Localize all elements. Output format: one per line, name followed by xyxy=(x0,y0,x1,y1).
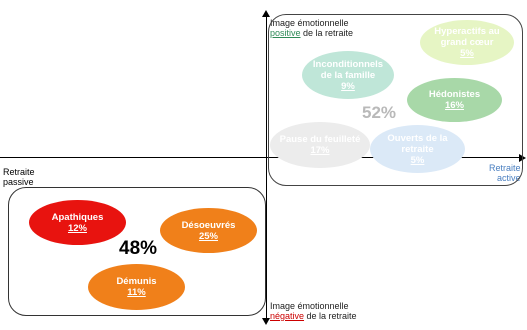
segment-name-line1: Inconditionnels xyxy=(313,59,383,70)
segment-name-line2: de la famille xyxy=(321,70,375,81)
segment-percent: 5% xyxy=(460,48,474,59)
segment-desoeuvres: Désoeuvrés 25% xyxy=(160,208,257,253)
region-top-total: 52% xyxy=(362,103,396,123)
segment-percent: 16% xyxy=(445,100,464,111)
segment-percent: 11% xyxy=(127,287,146,298)
axis-label-left-line2: passive xyxy=(3,177,34,187)
segment-ouverts: Ouverts de la retraite 5% xyxy=(370,125,465,173)
segment-name-line2: retraite xyxy=(401,144,433,155)
segment-name-line1: Apathiques xyxy=(52,212,104,223)
segment-percent: 25% xyxy=(199,231,218,242)
segment-inconditionnels: Inconditionnels de la famille 9% xyxy=(302,51,394,99)
axis-label-bottom-line1: Image émotionnelle xyxy=(270,301,349,311)
segment-percent: 17% xyxy=(310,145,329,156)
axis-label-bottom: Image émotionnelle négative de la retrai… xyxy=(270,301,357,321)
vertical-axis xyxy=(266,14,267,320)
segment-name-line1: Désoeuvrés xyxy=(182,220,236,231)
axis-label-bottom-accent: négative xyxy=(270,311,304,321)
segment-name-line1: Pause du feuilleté xyxy=(280,134,361,145)
segment-name-line1: Hyperactifs au xyxy=(434,26,499,37)
region-bottom-total: 48% xyxy=(119,238,157,260)
segment-percent: 5% xyxy=(411,155,425,166)
axis-label-bottom-rest: de la retraite xyxy=(304,311,357,321)
segment-name-line2: grand cœur xyxy=(441,37,494,48)
segment-percent: 9% xyxy=(341,81,355,92)
segment-pause: Pause du feuilleté 17% xyxy=(270,122,370,168)
axis-arrow-down-icon xyxy=(262,318,270,325)
segment-name-line1: Démunis xyxy=(116,276,156,287)
axis-label-left: Retraite passive xyxy=(3,167,35,187)
segment-hedonistes: Hédonistes 16% xyxy=(407,78,502,122)
segment-demunis: Démunis 11% xyxy=(88,264,185,310)
segment-hyperactifs: Hyperactifs au grand cœur 5% xyxy=(420,20,514,65)
segment-name-line1: Hédonistes xyxy=(429,89,480,100)
segment-percent: 12% xyxy=(68,223,87,234)
axis-arrow-up-icon xyxy=(262,10,270,17)
segment-name-line1: Ouverts de la xyxy=(387,133,447,144)
segment-apathiques: Apathiques 12% xyxy=(29,200,126,245)
axis-label-left-line1: Retraite xyxy=(3,167,35,177)
